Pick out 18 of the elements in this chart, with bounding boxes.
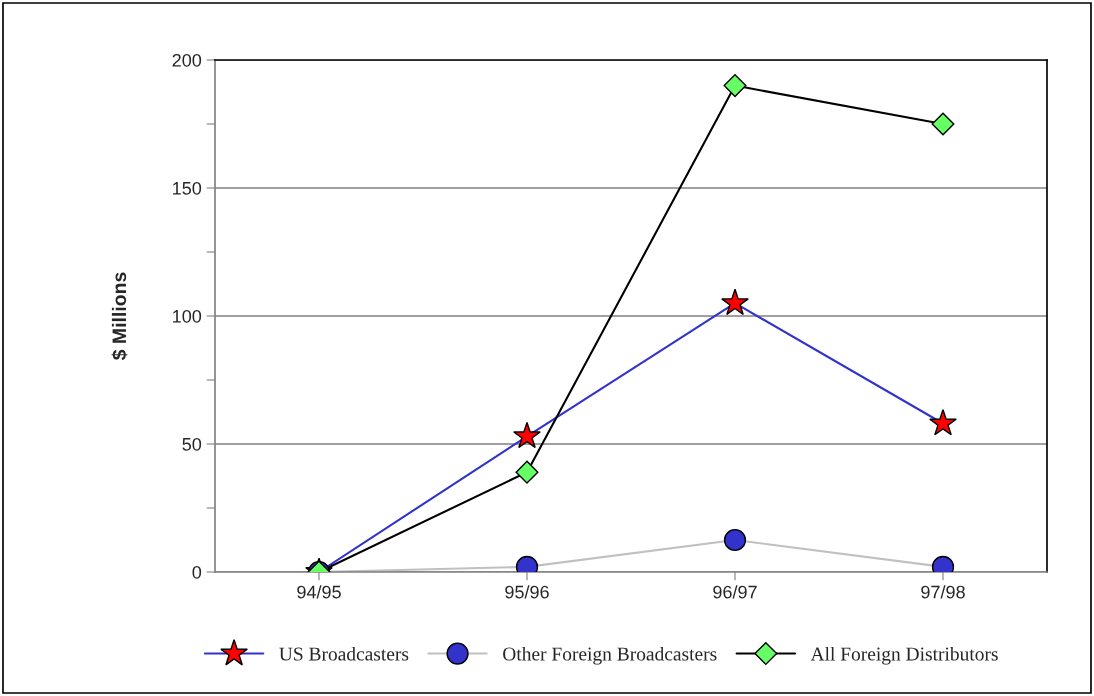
y-tick-label: 0 xyxy=(192,565,202,579)
point xyxy=(929,408,957,436)
point xyxy=(723,74,747,98)
x-tick-label: 95/96 xyxy=(505,585,549,599)
point xyxy=(513,421,541,449)
y-tick-label: 200 xyxy=(172,53,202,67)
legend-label: Other Foreign Broadcasters xyxy=(503,646,717,665)
y-tick-label: 100 xyxy=(173,309,202,323)
point xyxy=(931,112,955,136)
y-tick-label: 150 xyxy=(173,181,202,195)
legend-label: US Broadcasters xyxy=(279,646,409,661)
y-axis-title: $ Millions xyxy=(111,272,128,361)
legend-label: All Foreign Distributors xyxy=(810,646,998,665)
y-tick-label: 50 xyxy=(182,437,202,451)
x-tick-label: 94/95 xyxy=(297,585,341,599)
point xyxy=(721,288,749,316)
x-tick-label: 97/98 xyxy=(921,585,965,599)
x-tick-label: 96/97 xyxy=(713,585,757,599)
